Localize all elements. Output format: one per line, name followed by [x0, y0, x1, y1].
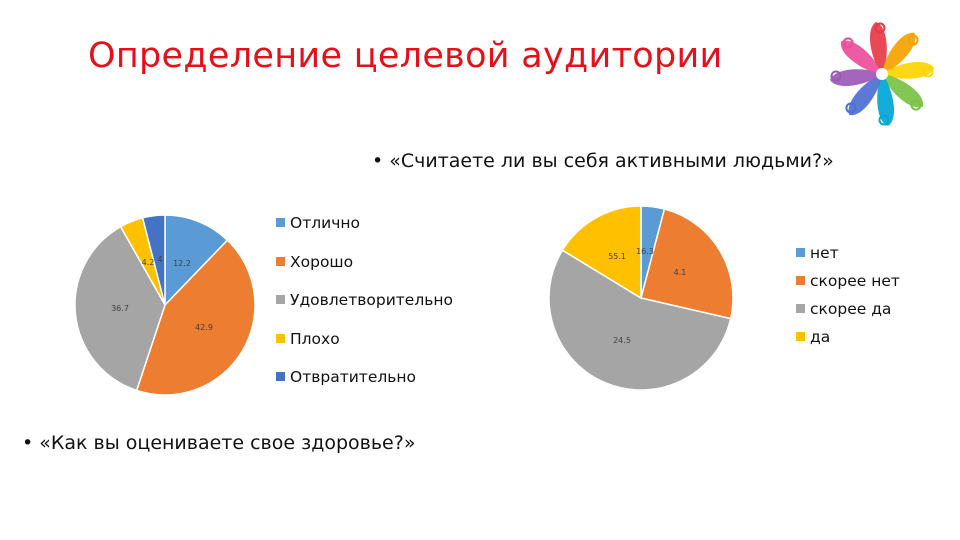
pie1-data-label-4: 4.2 — [142, 258, 155, 267]
legend-item-2: скорее нет — [796, 272, 900, 290]
pie2-slice-3 — [548, 249, 732, 391]
legend-label: Отлично — [290, 214, 360, 232]
pie2-slice-4 — [561, 205, 642, 300]
legend-label: нет — [810, 244, 839, 262]
legend-label: Хорошо — [290, 252, 354, 271]
pie1-data-label-1: 12.2 — [173, 259, 191, 268]
pie2-slice-2 — [640, 208, 734, 320]
legend-item-1: нет — [796, 244, 839, 262]
pie1-slice-2 — [135, 239, 256, 396]
legend-label: да — [810, 328, 831, 346]
pie1-data-label-2: 42.9 — [195, 323, 213, 332]
legend-item-3: скорее да — [796, 300, 891, 318]
pie1-data-label-5: 4 — [157, 255, 162, 264]
legend-item-4: да — [796, 328, 830, 346]
legend-swatch — [276, 256, 285, 266]
legend-item-2: Хорошо — [276, 253, 353, 271]
legend-item-1: Отлично — [276, 214, 360, 232]
legend-label: Отвратительно — [290, 368, 417, 386]
question-health: • «Как вы оцениваете свое здоровье?» — [22, 432, 416, 454]
legend-swatch — [796, 248, 805, 257]
legend-swatch — [796, 332, 805, 341]
pie2-data-label-4: 16.3 — [636, 247, 654, 256]
legend-item-5: Отвратительно — [276, 368, 416, 386]
legend-swatch — [796, 304, 805, 313]
legend-swatch — [276, 295, 285, 304]
legend-item-3: Удовлетворительно — [276, 291, 453, 309]
pie1-data-label-3: 36.7 — [111, 304, 129, 313]
legend-item-4: Плохо — [276, 330, 340, 348]
legend-swatch — [276, 333, 285, 343]
legend-swatch — [276, 218, 285, 227]
legend-label: скорее нет — [810, 272, 900, 290]
pie2-data-label-1: 4.1 — [674, 268, 687, 277]
question-active: • «Считаете ли вы себя активными людьми?… — [372, 150, 834, 172]
legend-swatch — [796, 276, 805, 285]
pie2-data-label-2: 24.5 — [613, 336, 631, 345]
slide-title: Определение целевой аудитории — [88, 36, 723, 76]
pie1-slice-3 — [74, 225, 166, 392]
people-circle-logo-icon — [830, 22, 934, 126]
pie1-slice-5 — [141, 214, 166, 306]
pie2-data-label-3: 55.1 — [608, 252, 626, 261]
legend-swatch — [276, 372, 285, 381]
legend-label: скорее да — [810, 300, 892, 318]
legend-label: Плохо — [290, 329, 340, 348]
legend-label: Удовлетворительно — [290, 291, 454, 309]
pie1-slice-1 — [164, 214, 229, 307]
